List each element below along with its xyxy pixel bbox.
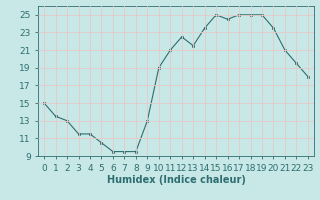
X-axis label: Humidex (Indice chaleur): Humidex (Indice chaleur) <box>107 175 245 185</box>
